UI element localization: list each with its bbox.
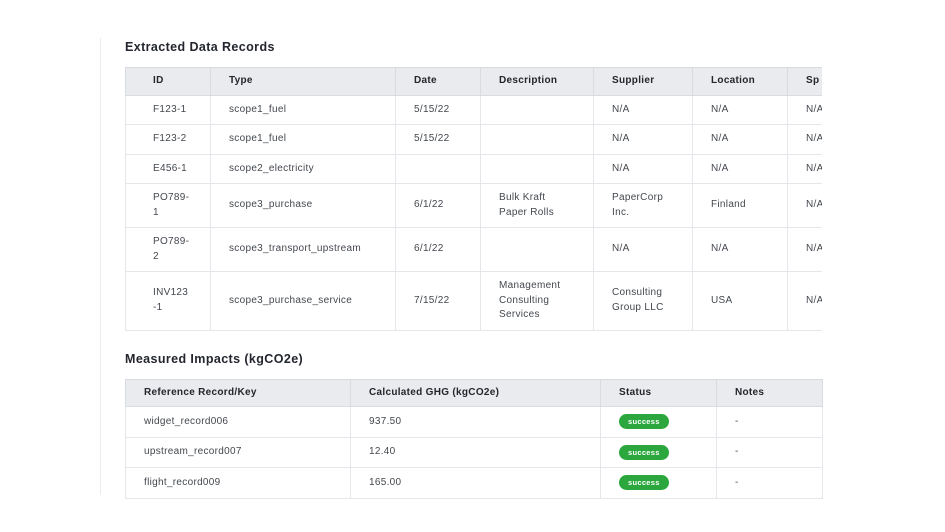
cell-spend: N/A: [787, 183, 822, 228]
cell-supplier: N/A: [593, 153, 693, 184]
cell-type: scope1_fuel: [210, 124, 396, 155]
record-row: PO789-1 scope3_purchase 6/1/22 Bulk Kraf…: [125, 183, 822, 228]
cell-date: 5/15/22: [395, 124, 481, 155]
cell-notes: -: [716, 406, 823, 438]
record-row: INV123-1 scope3_purchase_service 7/15/22…: [125, 271, 822, 331]
col-header-date: Date: [395, 67, 481, 96]
impact-row: widget_record006 937.50 success -: [125, 406, 823, 438]
cell-id: PO789-2: [125, 227, 211, 272]
cell-status: success: [600, 406, 717, 438]
cell-date: 5/15/22: [395, 94, 481, 125]
record-row: E456-1 scope2_electricity N/A N/A N/A: [125, 153, 822, 184]
status-badge-success: success: [619, 444, 669, 460]
cell-supplier: N/A: [593, 94, 693, 125]
measured-impacts-table: Reference Record/Key Calculated GHG (kgC…: [125, 378, 823, 499]
records-header-row: ID Type Date Description Supplier Locati…: [125, 67, 822, 96]
cell-id: F123-2: [125, 124, 211, 155]
cell-type: scope2_electricity: [210, 153, 396, 184]
cell-type: scope1_fuel: [210, 94, 396, 125]
cell-location: N/A: [692, 227, 788, 272]
cell-date: 6/1/22: [395, 183, 481, 228]
measured-impacts-title: Measured Impacts (kgCO2e): [125, 351, 304, 366]
cell-location: N/A: [692, 124, 788, 155]
cell-type: scope3_purchase: [210, 183, 396, 228]
col-header-calculated-ghg: Calculated GHG (kgCO2e): [350, 378, 601, 407]
cell-id: F123-1: [125, 94, 211, 125]
col-header-status: Status: [600, 378, 717, 407]
col-header-supplier: Supplier: [593, 67, 693, 96]
cell-reference-key: flight_record009: [125, 467, 351, 499]
cell-description: [480, 124, 594, 155]
cell-spend: N/A: [787, 94, 822, 125]
cell-description: [480, 94, 594, 125]
col-header-reference-key: Reference Record/Key: [125, 378, 351, 407]
cell-description: Bulk Kraft Paper Rolls: [480, 183, 594, 228]
cell-notes: -: [716, 436, 823, 468]
cell-supplier: PaperCorp Inc.: [593, 183, 693, 228]
col-header-location: Location: [692, 67, 788, 96]
cell-supplier: N/A: [593, 124, 693, 155]
cell-id: INV123-1: [125, 271, 211, 331]
status-badge-success: success: [619, 414, 669, 429]
col-header-id: ID: [125, 67, 211, 96]
cell-spend: N/A: [787, 153, 822, 184]
cell-spend: N/A: [787, 227, 822, 272]
cell-supplier: N/A: [593, 227, 693, 272]
extracted-records-table: ID Type Date Description Supplier Locati…: [125, 67, 822, 331]
cell-location: USA: [692, 271, 788, 331]
cell-spend: N/A: [787, 124, 822, 155]
cell-date: [395, 153, 481, 184]
cell-date: 6/1/22: [395, 227, 481, 272]
cell-location: Finland: [692, 183, 788, 228]
cell-id: PO789-1: [125, 183, 211, 228]
cell-calculated-ghg: 12.40: [350, 436, 601, 468]
report-content: Extracted Data Records ID Type Date Desc…: [125, 40, 823, 499]
cell-reference-key: upstream_record007: [125, 436, 351, 468]
cell-spend: N/A: [787, 271, 822, 331]
impact-row: flight_record009 165.00 success -: [125, 467, 823, 499]
cell-id: E456-1: [125, 153, 211, 184]
panel-left-divider: [100, 38, 101, 495]
record-row: PO789-2 scope3_transport_upstream 6/1/22…: [125, 227, 822, 272]
extracted-records-title: Extracted Data Records: [125, 40, 275, 54]
cell-reference-key: widget_record006: [125, 406, 351, 438]
col-header-type: Type: [210, 67, 396, 96]
cell-calculated-ghg: 937.50: [350, 406, 601, 438]
records-table-container: ID Type Date Description Supplier Locati…: [125, 67, 822, 331]
record-row: F123-1 scope1_fuel 5/15/22 N/A N/A N/A: [125, 94, 822, 125]
cell-supplier: Consulting Group LLC: [593, 271, 693, 331]
cell-type: scope3_purchase_service: [210, 271, 396, 331]
cell-calculated-ghg: 165.00: [350, 467, 601, 499]
col-header-notes: Notes: [716, 378, 823, 407]
cell-type: scope3_transport_upstream: [210, 227, 396, 272]
status-badge-success: success: [619, 475, 669, 490]
record-row: F123-2 scope1_fuel 5/15/22 N/A N/A N/A: [125, 124, 822, 155]
cell-location: N/A: [692, 153, 788, 184]
impact-row: upstream_record007 12.40 success -: [125, 436, 823, 468]
cell-notes: -: [716, 467, 823, 499]
cell-description: [480, 153, 594, 184]
col-header-spend-clipped: Sp: [787, 67, 822, 96]
impacts-header-row: Reference Record/Key Calculated GHG (kgC…: [125, 378, 823, 407]
cell-description: [480, 227, 594, 272]
cell-status: success: [600, 467, 717, 499]
col-header-description: Description: [480, 67, 594, 96]
cell-description: Management Consulting Services: [480, 271, 594, 331]
cell-status: success: [600, 436, 717, 468]
cell-date: 7/15/22: [395, 271, 481, 331]
cell-location: N/A: [692, 94, 788, 125]
